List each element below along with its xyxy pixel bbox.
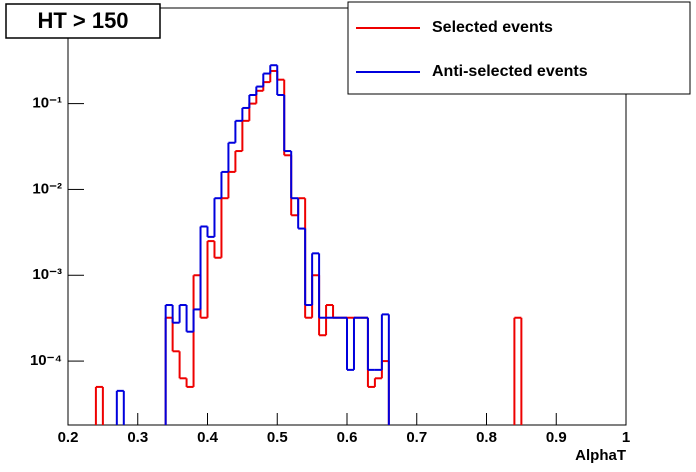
x-tick-label: 0.7: [406, 429, 427, 446]
title-box: [5, 3, 161, 39]
y-tick-label: 10⁻²: [32, 180, 62, 197]
chart-title: HT > 150: [37, 8, 128, 33]
x-axis-label: AlphaT: [575, 447, 626, 464]
x-tick-label: 0.3: [127, 429, 148, 446]
x-tick-label: 0.5: [267, 429, 288, 446]
y-tick-label: 10⁻³: [32, 266, 62, 283]
x-tick-label: 1: [622, 429, 630, 446]
x-tick-label: 0.4: [197, 429, 219, 446]
x-tick-label: 0.9: [546, 429, 567, 446]
x-tick-label: 0.8: [476, 429, 497, 446]
y-tick-label: 10⁻¹: [32, 95, 62, 112]
legend-label: Selected events: [432, 19, 553, 36]
x-tick-label: 0.2: [58, 429, 79, 446]
legend-label: Anti-selected events: [432, 63, 588, 80]
legend-box: [347, 1, 691, 95]
y-tick-label: 10⁻⁴: [30, 352, 62, 369]
x-tick-label: 0.6: [337, 429, 358, 446]
